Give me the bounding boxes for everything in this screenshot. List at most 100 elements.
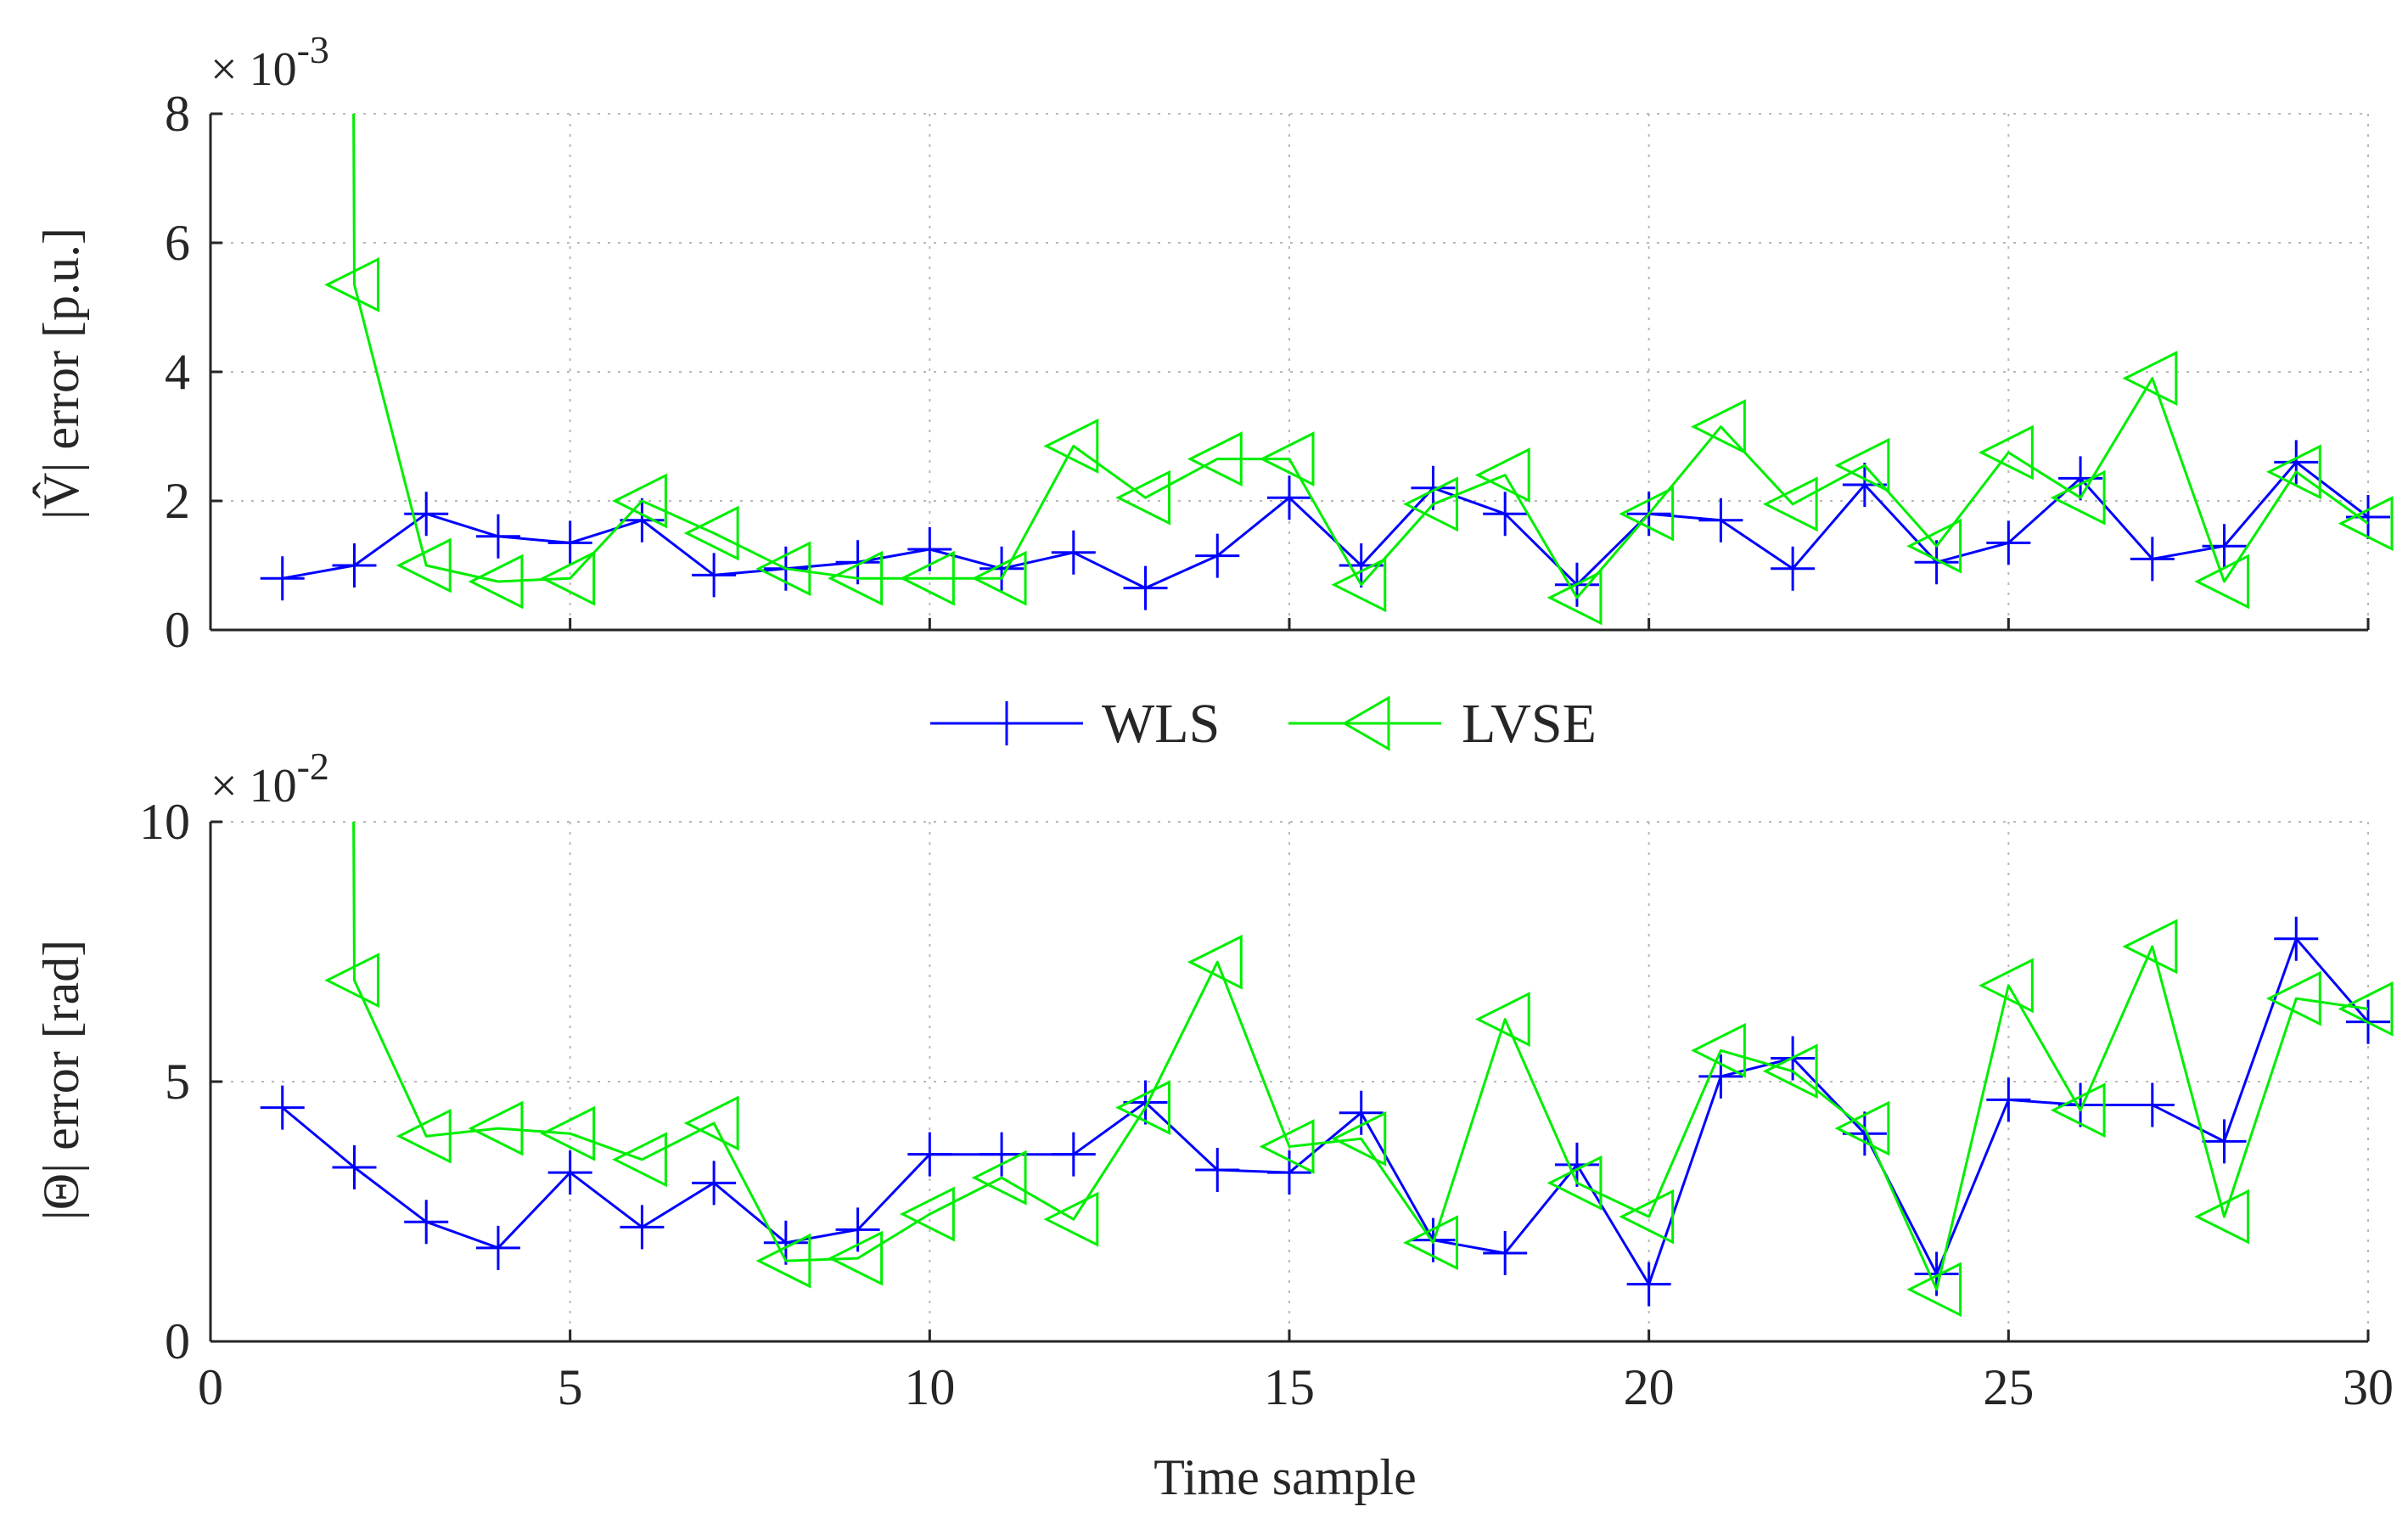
- angle-y-axis-label: |Θ| error [rad]: [33, 940, 89, 1221]
- voltage-lvse-point-16: [1331, 557, 1387, 613]
- angle-wls-point-5: [547, 1150, 592, 1195]
- voltage-wls-point-4: [475, 514, 520, 559]
- angle-lvse-point-14: [1187, 934, 1243, 990]
- voltage-wls-point-6: [620, 498, 665, 543]
- angle-lvse-point-9: [828, 1230, 884, 1286]
- voltage-wls-point-26: [2058, 456, 2103, 501]
- voltage-wls-point-7: [692, 553, 737, 598]
- voltage-lvse-point-15: [1259, 431, 1315, 487]
- voltage-wls-point-3: [404, 492, 449, 537]
- voltage-wls-point-9: [835, 540, 880, 585]
- angle-lvse-point-11: [971, 1150, 1027, 1206]
- voltage-y-axis-label: |V̂| error [p.u.]: [33, 228, 89, 520]
- voltage-wls-point-25: [1986, 520, 2031, 565]
- angle-lvse-point-6: [612, 1132, 667, 1188]
- angle-lvse-point-27: [2122, 919, 2178, 975]
- voltage-y-tick-label-2: 2: [165, 473, 190, 529]
- angle-lvse-point-8: [755, 1233, 811, 1289]
- angle-wls-point-29: [2274, 916, 2319, 961]
- angle-lvse-point-10: [899, 1186, 955, 1242]
- voltage-lvse-point-18: [1474, 447, 1530, 503]
- angle-lvse-point-3: [396, 1108, 452, 1164]
- voltage-wls-point-28: [2202, 524, 2247, 569]
- voltage-ticks: 0 2 4 6 8: [165, 86, 2370, 658]
- voltage-lvse-point-14: [1187, 431, 1243, 487]
- voltage-lvse-point-30: [2338, 496, 2394, 552]
- angle-x-tick-label-15: 15: [1264, 1359, 1315, 1415]
- angle-lvse-point-12: [1043, 1191, 1099, 1247]
- angle-lvse-point-23: [1834, 1100, 1890, 1156]
- angle-wls-point-20: [1626, 1262, 1671, 1307]
- angle-x-tick-label-10: 10: [904, 1359, 955, 1415]
- angle-lvse-point-22: [1762, 1043, 1818, 1099]
- voltage-wls-point-12: [1051, 530, 1096, 575]
- angle-wls-point-6: [620, 1205, 665, 1250]
- voltage-lvse-point-26: [2050, 469, 2106, 526]
- angle-lvse-point-25: [1978, 958, 2034, 1014]
- voltage-lvse-point-11: [971, 550, 1027, 606]
- voltage-wls-point-1: [260, 556, 305, 601]
- angle-wls-point-1: [260, 1085, 305, 1130]
- angle-series: [260, 821, 2394, 1318]
- angle-wls-point-19: [1554, 1142, 1599, 1187]
- voltage-lvse-point-28: [2194, 554, 2250, 610]
- angle-lvse-point-24: [1906, 1262, 1962, 1318]
- angle-x-tick-label-20: 20: [1624, 1359, 1675, 1415]
- voltage-lvse-point-2: [324, 256, 379, 312]
- voltage-wls-point-18: [1483, 492, 1528, 537]
- angle-ticks: 0 5 10 15 20 25 30 0 5 10: [139, 794, 2394, 1415]
- voltage-lvse-point-23: [1834, 437, 1890, 493]
- angle-lvse-point-4: [468, 1100, 524, 1156]
- voltage-wls-point-23: [1842, 463, 1887, 507]
- angle-wls-point-4: [475, 1225, 520, 1270]
- angle-lvse-point-2: [324, 953, 379, 1009]
- angle-wls-point-12: [1051, 1132, 1096, 1177]
- angle-lvse-point-15: [1259, 1119, 1315, 1174]
- angle-lvse-point-19: [1546, 1155, 1603, 1211]
- angle-wls-point-28: [2202, 1119, 2247, 1164]
- legend-wls-label: WLS: [1102, 693, 1220, 755]
- angle-y-tick-label-5: 5: [165, 1054, 190, 1110]
- legend-lvse-marker: [1341, 695, 1390, 751]
- voltage-lvse-point-27: [2122, 351, 2178, 407]
- angle-wls-point-3: [404, 1200, 449, 1245]
- voltage-wls-point-24: [1914, 540, 1959, 585]
- angle-wls-point-16: [1339, 1090, 1384, 1135]
- voltage-y-tick-label-4: 4: [165, 344, 190, 400]
- legend-lvse-label: LVSE: [1462, 693, 1597, 755]
- angle-wls-point-8: [763, 1220, 808, 1265]
- angle-lvse-point-26: [2050, 1082, 2106, 1138]
- voltage-wls-point-13: [1123, 565, 1168, 610]
- voltage-wls-point-29: [2274, 440, 2319, 485]
- voltage-wls-point-17: [1411, 465, 1456, 510]
- voltage-wls-point-5: [547, 520, 592, 565]
- voltage-y-tick-label-8: 8: [165, 86, 190, 142]
- angle-x-tick-label-0: 0: [198, 1359, 223, 1415]
- voltage-lvse-point-29: [2265, 444, 2321, 500]
- voltage-wls-point-27: [2130, 537, 2175, 582]
- angle-lvse-point-18: [1474, 992, 1530, 1047]
- voltage-lvse-point-17: [1403, 476, 1458, 532]
- voltage-lvse-point-19: [1546, 570, 1603, 626]
- voltage-wls-line: [282, 460, 2369, 590]
- voltage-wls-point-15: [1267, 475, 1311, 520]
- voltage-y-tick-label-6: 6: [165, 215, 190, 271]
- angle-lvse-point-20: [1619, 1189, 1675, 1245]
- voltage-y-tick-label-0: 0: [165, 602, 190, 658]
- voltage-lvse-point-6: [612, 473, 667, 529]
- voltage-wls-point-16: [1339, 543, 1384, 588]
- angle-wls-point-27: [2130, 1082, 2175, 1127]
- angle-lvse-point-28: [2194, 1189, 2250, 1245]
- legend-wls-marker: [985, 701, 1029, 745]
- voltage-lvse-point-12: [1043, 418, 1099, 474]
- angle-wls-point-10: [907, 1132, 952, 1177]
- angle-lvse-point-17: [1403, 1215, 1458, 1271]
- angle-wls-point-11: [979, 1132, 1024, 1177]
- angle-y-tick-label-0: 0: [165, 1313, 190, 1369]
- voltage-lvse-point-5: [540, 550, 596, 606]
- voltage-lvse-point-10: [899, 550, 955, 606]
- angle-wls-point-21: [1698, 1054, 1743, 1099]
- angle-wls-point-14: [1195, 1148, 1240, 1193]
- voltage-wls-point-14: [1195, 533, 1240, 578]
